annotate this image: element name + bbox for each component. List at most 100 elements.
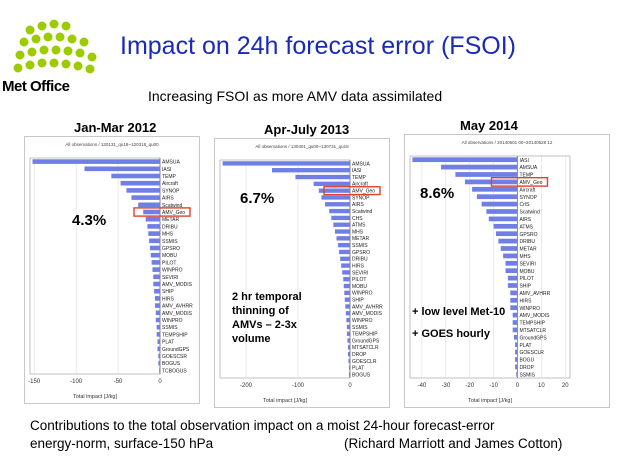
category-label: AMV_MODIS	[162, 282, 193, 288]
bar-ssmis	[149, 238, 160, 244]
footer-line-2: energy-norm, surface-150 hPa	[30, 436, 214, 451]
bar-mtsatclr	[347, 345, 350, 350]
category-label: WINPRO	[162, 268, 183, 274]
chart-subtitle: All observations / 120131_qu18~120318_qu…	[65, 142, 159, 147]
bar-goesclr	[515, 349, 518, 355]
category-label: SYNOP	[519, 195, 537, 201]
category-label: AMV_Geo	[162, 210, 185, 216]
bar-gpsro	[495, 231, 518, 237]
category-label: AMSUA	[162, 160, 180, 166]
bar-pilot	[507, 275, 518, 281]
bar-amsua	[32, 159, 160, 164]
chart-subtitle: All observations / 130401_qu00~130731_qu…	[255, 144, 349, 149]
bar-mobu	[343, 283, 350, 289]
category-label: METAR	[352, 236, 370, 242]
category-label: MOBU	[352, 284, 367, 290]
bar-ssmis	[338, 242, 350, 248]
bar-amv-avhrr	[154, 303, 160, 308]
bar-iasi	[272, 168, 350, 173]
category-label: DRIBU	[162, 224, 178, 230]
category-label: TEMP	[519, 173, 534, 179]
note-2-line-2: thinning of	[232, 305, 289, 317]
category-label: PLAT	[162, 340, 174, 346]
category-label: DRIBU	[352, 257, 368, 263]
bar-amv-modis	[512, 312, 518, 318]
category-label: ATMS	[519, 224, 533, 230]
bar-tempship	[346, 331, 350, 336]
bar-winpro	[510, 305, 518, 311]
bar-bogus	[158, 360, 160, 366]
category-label: IASI	[162, 167, 171, 173]
category-label: HIRS	[162, 296, 175, 302]
category-label: BOGUS	[352, 372, 371, 378]
category-label: PILOT	[352, 277, 366, 283]
category-label: Scatwind	[519, 210, 540, 216]
bar-scatwind	[329, 208, 350, 214]
chart-frame	[24, 136, 200, 404]
category-label: GroundGPS	[519, 335, 547, 341]
footer-credit: (Richard Marriott and James Cotton)	[344, 436, 563, 451]
category-label: BOGU	[519, 358, 534, 364]
chart-panel-3: All observations / 20140501 00~20140528 …	[404, 134, 610, 408]
footer-caption: Contributions to the total observation i…	[30, 417, 562, 453]
bar-tempship	[512, 320, 518, 325]
category-label: METAR	[162, 217, 180, 223]
x-tick-label: -150	[28, 379, 41, 385]
category-label: AIRS	[519, 217, 531, 223]
bar-scatwind	[138, 202, 160, 208]
bar-mtsatclr	[512, 327, 518, 333]
category-label: GPSRO	[519, 232, 537, 238]
category-label: AMV_AVHRR	[162, 304, 193, 310]
bar-airs	[488, 216, 518, 222]
bar-metar	[145, 216, 160, 222]
bar-plat	[348, 365, 350, 370]
category-label: GOESCLR	[352, 359, 377, 365]
category-label: AMV_Geo	[519, 180, 542, 186]
x-tick-label: 10	[538, 383, 545, 389]
footer-line-1: Contributions to the total observation i…	[30, 418, 495, 433]
category-label: Aircraft	[352, 182, 368, 188]
annotation-note-3: + low level Met-10 + GOES hourly	[412, 305, 505, 341]
category-label: GroundGPS	[162, 347, 190, 353]
bar-ssmis	[516, 371, 518, 377]
category-label: TCBOGUS	[162, 368, 187, 374]
category-label: GOESCLR	[519, 350, 544, 356]
bar-amv-avhrr	[345, 304, 350, 309]
bar-mhs	[148, 231, 160, 236]
bar-aircraft	[313, 181, 350, 187]
category-label: PILOT	[519, 276, 533, 282]
annotation-pct-1: 4.3%	[72, 212, 107, 229]
bar-amv-geo	[143, 209, 160, 215]
x-tick-label: -100	[70, 379, 83, 385]
bar-drop	[515, 364, 518, 370]
bar-ship	[507, 283, 518, 288]
category-label: PILOT	[162, 260, 176, 266]
x-tick-label: 20	[562, 383, 569, 389]
bar-seviri	[505, 260, 518, 266]
category-label: MHS	[519, 254, 531, 260]
category-label: AIRS	[162, 196, 174, 202]
bar-metar	[336, 236, 350, 241]
category-label: MHS	[352, 229, 364, 235]
category-label: DROP	[352, 352, 367, 358]
bar-chart-2: All observations / 130401_qu00~130731_qu…	[214, 138, 390, 408]
x-tick-label: 0	[158, 379, 162, 385]
bar-amv-modis	[345, 311, 350, 316]
bar-amsua	[441, 164, 518, 170]
category-label: SSMIS	[352, 243, 368, 249]
bar-synop	[476, 194, 518, 200]
x-axis-label: Total impact [J/kg]	[263, 398, 307, 404]
bar-winpro	[346, 317, 350, 323]
x-axis-label: Total impact [J/kg]	[73, 394, 117, 400]
category-label: ATMS	[352, 223, 366, 229]
category-label: SYNOP	[162, 188, 180, 194]
category-label: TEMPSHIP	[352, 332, 378, 338]
category-label: MTSATCLR	[519, 328, 546, 334]
highlight-box	[490, 177, 549, 187]
x-tick-label: -30	[441, 383, 450, 389]
bar-winpro	[152, 267, 160, 272]
category-label: Aircraft	[519, 187, 535, 193]
bar-amv-modis	[155, 310, 160, 316]
category-label: METAR	[519, 247, 537, 253]
bar-gpsro	[149, 245, 160, 251]
